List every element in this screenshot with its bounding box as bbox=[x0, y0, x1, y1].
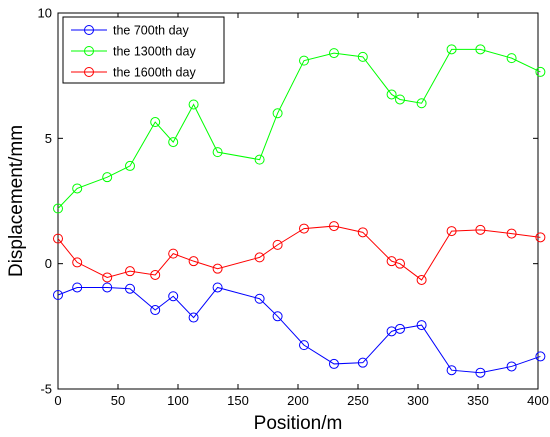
data-point bbox=[416, 98, 427, 109]
data-point bbox=[72, 257, 83, 268]
data-point bbox=[446, 365, 457, 376]
data-point bbox=[299, 55, 309, 66]
legend-marker bbox=[84, 46, 94, 56]
x-tick-label: 250 bbox=[347, 393, 369, 408]
data-point bbox=[299, 340, 309, 351]
data-point bbox=[475, 224, 486, 235]
data-point bbox=[272, 108, 283, 119]
data-point bbox=[102, 172, 113, 183]
data-point bbox=[475, 367, 486, 378]
data-point bbox=[272, 311, 283, 322]
series-1 bbox=[53, 282, 546, 378]
data-point bbox=[357, 51, 368, 62]
series-3 bbox=[53, 221, 546, 285]
y-axis-title: Displacement/mm bbox=[6, 125, 27, 277]
y-tick-label: 5 bbox=[45, 131, 52, 146]
legend-label: the 1300th day bbox=[113, 45, 196, 59]
data-point bbox=[125, 283, 135, 294]
data-point bbox=[125, 160, 135, 171]
y-tick-label: 10 bbox=[38, 6, 52, 21]
x-tick-label: 400 bbox=[527, 393, 549, 408]
legend-item: the 1300th day bbox=[71, 45, 196, 59]
data-point bbox=[446, 226, 457, 237]
x-tick-label: 100 bbox=[167, 393, 189, 408]
legend-marker bbox=[84, 25, 94, 35]
x-tick-label: 300 bbox=[407, 393, 429, 408]
data-point bbox=[506, 361, 517, 372]
data-point bbox=[535, 232, 546, 243]
data-point bbox=[357, 227, 368, 238]
data-point bbox=[72, 282, 83, 293]
data-point bbox=[357, 357, 368, 368]
data-point bbox=[386, 89, 397, 100]
y-tick-label: -5 bbox=[40, 382, 52, 397]
data-point bbox=[150, 305, 161, 316]
data-point bbox=[506, 228, 517, 239]
data-point bbox=[416, 320, 427, 331]
data-point bbox=[212, 147, 223, 158]
data-point bbox=[53, 203, 63, 214]
series-line bbox=[57, 48, 541, 209]
data-point bbox=[53, 290, 63, 300]
data-point bbox=[329, 48, 339, 59]
legend-item: the 1600th day bbox=[71, 66, 196, 80]
x-tick-label: 200 bbox=[287, 393, 309, 408]
data-point bbox=[102, 272, 113, 283]
data-point bbox=[272, 239, 283, 250]
x-tick-label: 350 bbox=[467, 393, 489, 408]
data-point bbox=[168, 248, 179, 259]
data-point bbox=[535, 351, 546, 362]
data-point bbox=[125, 266, 135, 277]
data-point bbox=[329, 221, 339, 232]
legend-label: the 1600th day bbox=[113, 66, 196, 80]
data-point bbox=[168, 291, 179, 302]
legend-item: the 700th day bbox=[71, 24, 190, 38]
legend-marker bbox=[84, 67, 94, 77]
data-point bbox=[299, 223, 309, 234]
y-tick-label: 0 bbox=[45, 256, 52, 271]
x-axis-title: Position/m bbox=[254, 413, 343, 434]
x-tick-label: 150 bbox=[227, 393, 249, 408]
data-point bbox=[150, 117, 161, 128]
legend: the 700th day the 1300th day the 1600th da… bbox=[62, 16, 225, 84]
data-point bbox=[102, 282, 113, 293]
data-point bbox=[254, 293, 265, 304]
data-point bbox=[212, 263, 223, 274]
data-point bbox=[329, 358, 339, 369]
data-point bbox=[506, 53, 517, 64]
data-point bbox=[475, 44, 486, 55]
data-point bbox=[254, 252, 265, 263]
data-point bbox=[535, 66, 546, 77]
data-point bbox=[188, 312, 199, 323]
data-point bbox=[416, 274, 427, 285]
data-point bbox=[446, 44, 457, 55]
data-point bbox=[53, 233, 63, 244]
data-point bbox=[212, 282, 223, 293]
x-tick-label: 50 bbox=[111, 393, 125, 408]
x-tick-label: 0 bbox=[54, 393, 61, 408]
data-point bbox=[395, 323, 405, 334]
legend-label: the 700th day bbox=[113, 24, 190, 38]
data-point bbox=[395, 94, 405, 105]
series-line bbox=[57, 286, 541, 374]
data-point bbox=[395, 258, 405, 269]
data-point bbox=[150, 269, 161, 280]
data-point bbox=[188, 99, 199, 110]
data-point bbox=[72, 183, 83, 194]
data-point bbox=[168, 137, 179, 148]
data-point bbox=[254, 154, 265, 165]
data-point bbox=[188, 256, 199, 267]
series-2 bbox=[53, 44, 546, 214]
series-group bbox=[53, 44, 546, 378]
